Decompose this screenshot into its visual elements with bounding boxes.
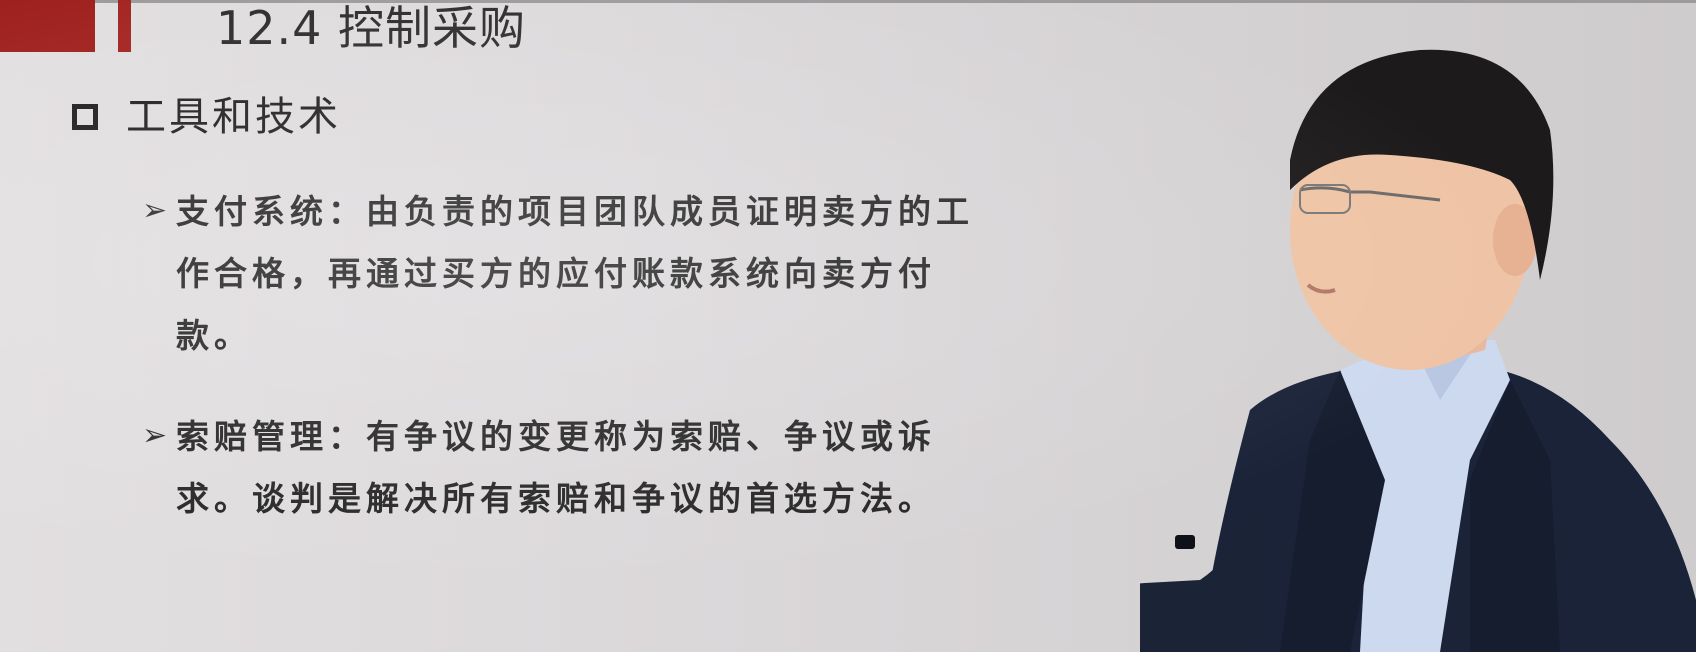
presenter-shirt [1340,340,1510,652]
top-border [0,0,1696,3]
slide-title: 12.4 控制采购 [216,1,527,55]
presenter-figure [1140,49,1696,652]
presenter-arm [1140,510,1260,652]
brand-logo-bar [118,0,131,52]
bullet-arrow-icon: ➢ [142,418,168,453]
bullet-text-payment-system: 支付系统：由负责的项目团队成员证明卖方的工作合格，再通过买方的应付账款系统向卖方… [176,192,974,355]
bullet-text-claims-management: 索赔管理：有争议的变更称为索赔、争议或诉求。谈判是解决所有索赔和争议的首选方法。 [176,417,936,518]
section-checkbox-icon [72,104,98,130]
bullet-arrow-icon: ➢ [142,193,168,228]
brand-logo-block [0,0,95,52]
presenter-hair [1290,49,1554,280]
section-title: 工具和技术 [126,94,341,140]
